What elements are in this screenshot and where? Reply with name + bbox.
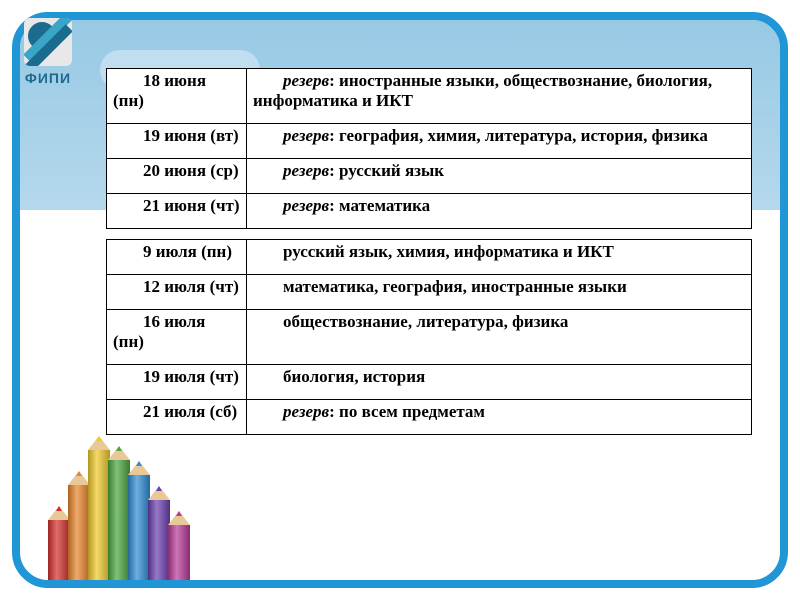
- table-row: 19 июня (вт)резерв: география, химия, ли…: [107, 124, 752, 159]
- date-cell: 18 июня (пн): [107, 69, 247, 124]
- date-cell: 21 июля (сб): [107, 400, 247, 435]
- date-cell: 16 июля (пн): [107, 310, 247, 365]
- logo-text: ФИПИ: [18, 70, 78, 86]
- date-cell: 12 июля (чт): [107, 275, 247, 310]
- table-row: 16 июля (пн)обществознание, литература, …: [107, 310, 752, 365]
- reserve-prefix: резерв: [283, 196, 329, 215]
- reserve-prefix: резерв: [283, 402, 329, 421]
- reserve-prefix: резерв: [283, 71, 329, 90]
- pencil-icon: [108, 446, 130, 580]
- content-area: 18 июня (пн)резерв: иностранные языки, о…: [106, 68, 752, 445]
- pencil-icon: [148, 486, 170, 580]
- reserve-prefix: резерв: [283, 161, 329, 180]
- pencils-decoration: [48, 440, 188, 580]
- subjects-cell: русский язык, химия, информатика и ИКТ: [247, 240, 752, 275]
- subjects-cell: обществознание, литература, физика: [247, 310, 752, 365]
- pencil-icon: [88, 436, 110, 580]
- date-cell: 20 июня (ср): [107, 159, 247, 194]
- schedule-table-2: 9 июля (пн)русский язык, химия, информат…: [106, 239, 752, 435]
- subjects-cell: биология, история: [247, 365, 752, 400]
- slide-frame: 18 июня (пн)резерв: иностранные языки, о…: [12, 12, 788, 588]
- pencil-icon: [128, 461, 150, 580]
- logo-icon: [24, 18, 72, 66]
- pencil-icon: [168, 511, 190, 580]
- date-cell: 19 июля (чт): [107, 365, 247, 400]
- table-row: 12 июля (чт)математика, география, иност…: [107, 275, 752, 310]
- table-row: 19 июля (чт)биология, история: [107, 365, 752, 400]
- table-row: 21 июня (чт)резерв: математика: [107, 194, 752, 229]
- date-cell: 19 июня (вт): [107, 124, 247, 159]
- schedule-table-1: 18 июня (пн)резерв: иностранные языки, о…: [106, 68, 752, 229]
- pencil-icon: [48, 506, 70, 580]
- subjects-cell: резерв: иностранные языки, обществознани…: [247, 69, 752, 124]
- fipi-logo: ФИПИ: [18, 18, 78, 86]
- reserve-prefix: резерв: [283, 126, 329, 145]
- date-cell: 9 июля (пн): [107, 240, 247, 275]
- subjects-cell: резерв: русский язык: [247, 159, 752, 194]
- date-cell: 21 июня (чт): [107, 194, 247, 229]
- pencil-icon: [68, 471, 90, 580]
- subjects-cell: резерв: география, химия, литература, ис…: [247, 124, 752, 159]
- table-row: 21 июля (сб)резерв: по всем предметам: [107, 400, 752, 435]
- subjects-cell: резерв: математика: [247, 194, 752, 229]
- table-row: 18 июня (пн)резерв: иностранные языки, о…: [107, 69, 752, 124]
- table-row: 9 июля (пн)русский язык, химия, информат…: [107, 240, 752, 275]
- subjects-cell: резерв: по всем предметам: [247, 400, 752, 435]
- subjects-cell: математика, география, иностранные языки: [247, 275, 752, 310]
- table-row: 20 июня (ср)резерв: русский язык: [107, 159, 752, 194]
